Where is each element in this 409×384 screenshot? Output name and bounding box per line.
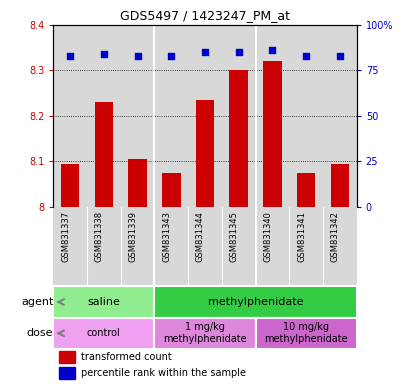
Point	[302, 53, 309, 59]
Text: agent: agent	[21, 297, 53, 307]
Text: saline: saline	[87, 297, 120, 307]
Text: GSM831344: GSM831344	[196, 211, 204, 262]
FancyBboxPatch shape	[154, 286, 356, 318]
FancyBboxPatch shape	[255, 318, 356, 349]
Text: GSM831337: GSM831337	[61, 211, 70, 262]
Point	[168, 53, 174, 59]
FancyBboxPatch shape	[154, 318, 255, 349]
Point	[235, 49, 241, 55]
Bar	[61, 164, 79, 207]
Point	[100, 51, 107, 57]
Bar	[263, 61, 281, 207]
Bar	[229, 70, 247, 207]
Text: percentile rank within the sample: percentile rank within the sample	[81, 367, 245, 377]
Text: GSM831342: GSM831342	[330, 211, 339, 262]
Bar	[94, 102, 113, 207]
Text: methylphenidate: methylphenidate	[207, 297, 303, 307]
Bar	[195, 100, 214, 207]
Bar	[128, 159, 146, 207]
Point	[67, 53, 73, 59]
Bar	[59, 351, 74, 363]
FancyBboxPatch shape	[53, 318, 154, 349]
Point	[134, 53, 141, 59]
Text: GSM831341: GSM831341	[297, 211, 306, 262]
FancyBboxPatch shape	[53, 286, 154, 318]
Bar	[330, 164, 348, 207]
Text: 1 mg/kg
methylphenidate: 1 mg/kg methylphenidate	[163, 323, 246, 344]
Bar	[59, 367, 74, 379]
Text: GSM831340: GSM831340	[263, 211, 272, 262]
Text: GSM831339: GSM831339	[128, 211, 137, 262]
Text: transformed count: transformed count	[81, 352, 171, 362]
Title: GDS5497 / 1423247_PM_at: GDS5497 / 1423247_PM_at	[120, 9, 289, 22]
Point	[268, 47, 275, 53]
Point	[201, 49, 208, 55]
Text: GSM831343: GSM831343	[162, 211, 171, 262]
Text: control: control	[87, 328, 120, 338]
Text: dose: dose	[27, 328, 53, 338]
Text: GSM831345: GSM831345	[229, 211, 238, 262]
Bar	[162, 173, 180, 207]
Text: 10 mg/kg
methylphenidate: 10 mg/kg methylphenidate	[264, 323, 347, 344]
Text: GSM831338: GSM831338	[94, 211, 103, 262]
Bar	[296, 173, 315, 207]
Point	[336, 53, 342, 59]
